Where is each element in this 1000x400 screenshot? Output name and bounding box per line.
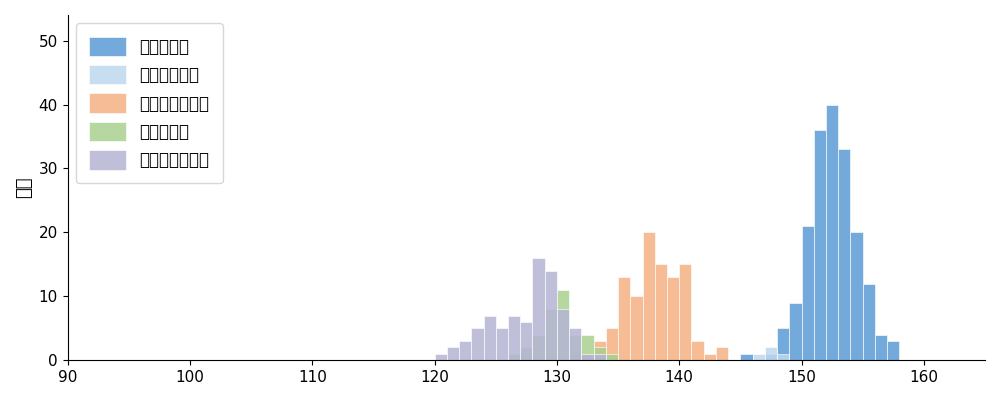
Bar: [704, 354, 716, 360]
Bar: [643, 232, 655, 360]
Bar: [777, 328, 789, 360]
Bar: [606, 354, 618, 360]
Bar: [667, 277, 679, 360]
Bar: [532, 258, 545, 360]
Bar: [679, 264, 691, 360]
Y-axis label: 球数: 球数: [15, 177, 33, 198]
Bar: [740, 354, 753, 360]
Bar: [875, 335, 887, 360]
Bar: [753, 354, 765, 360]
Bar: [826, 104, 838, 360]
Bar: [569, 354, 581, 360]
Bar: [765, 348, 777, 360]
Bar: [471, 328, 484, 360]
Bar: [459, 341, 471, 360]
Bar: [691, 341, 704, 360]
Bar: [545, 271, 557, 360]
Bar: [850, 232, 863, 360]
Bar: [484, 316, 496, 360]
Bar: [618, 277, 630, 360]
Bar: [716, 348, 728, 360]
Bar: [569, 328, 581, 360]
Bar: [508, 354, 520, 360]
Bar: [569, 335, 581, 360]
Bar: [581, 335, 594, 360]
Bar: [814, 130, 826, 360]
Bar: [594, 341, 606, 360]
Bar: [435, 354, 447, 360]
Bar: [520, 322, 532, 360]
Bar: [532, 335, 545, 360]
Bar: [765, 354, 777, 360]
Bar: [887, 341, 899, 360]
Bar: [557, 290, 569, 360]
Bar: [447, 348, 459, 360]
Bar: [545, 309, 557, 360]
Bar: [606, 328, 618, 360]
Bar: [594, 354, 606, 360]
Bar: [802, 226, 814, 360]
Bar: [581, 354, 594, 360]
Bar: [630, 296, 643, 360]
Bar: [789, 303, 802, 360]
Bar: [557, 309, 569, 360]
Legend: ストレート, カットボール, チェンジアップ, スライダー, ナックルカーブ: ストレート, カットボール, チェンジアップ, スライダー, ナックルカーブ: [76, 23, 223, 183]
Bar: [594, 348, 606, 360]
Bar: [496, 328, 508, 360]
Bar: [581, 354, 594, 360]
Bar: [863, 284, 875, 360]
Bar: [508, 316, 520, 360]
Bar: [777, 354, 789, 360]
Bar: [655, 264, 667, 360]
Bar: [838, 149, 850, 360]
Bar: [520, 348, 532, 360]
